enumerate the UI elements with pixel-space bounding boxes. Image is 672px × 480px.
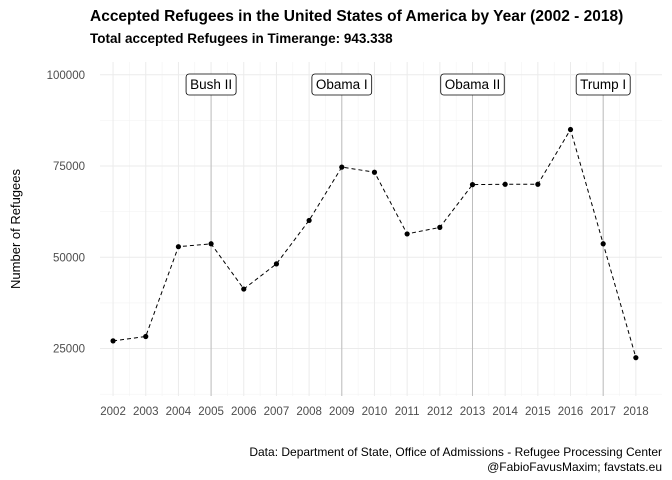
era-label: Bush II [185, 73, 237, 96]
era-label-box [440, 73, 505, 96]
x-tick-label: 2002 [100, 406, 126, 418]
data-point [404, 231, 410, 237]
data-point [371, 169, 378, 175]
x-tick-label: 2015 [525, 406, 551, 418]
era-label-text: Obama I [316, 77, 368, 92]
data-point [633, 355, 639, 361]
data-point [535, 181, 541, 187]
x-axis-ticks: 2002 2003 2004 2005 2006 2007 2008 2009 2010 2011… [100, 406, 648, 418]
data-point [273, 261, 280, 267]
era-label-text: Obama II [445, 77, 501, 92]
y-tick-label: 50000 [53, 252, 85, 264]
series-refugees [110, 126, 639, 361]
grid-lines [100, 62, 662, 396]
x-tick-label: 2003 [133, 406, 159, 418]
x-tick-label: 2009 [329, 406, 355, 418]
data-point [241, 286, 247, 292]
x-tick-label: 2013 [460, 406, 486, 418]
era-label-text: Trump I [580, 77, 626, 92]
chart-title: Accepted Refugees in the United States o… [90, 8, 623, 25]
data-point [567, 126, 574, 133]
data-point [208, 241, 214, 247]
x-tick-label: 2012 [427, 406, 453, 418]
era-label: Obama II [440, 73, 505, 96]
data-point [143, 333, 149, 340]
data-point [600, 241, 606, 247]
x-tick-label: 2007 [264, 406, 290, 418]
x-tick-label: 2011 [395, 406, 420, 418]
x-tick-label: 2017 [590, 406, 616, 418]
era-label-box [575, 73, 631, 96]
y-tick-label: 25000 [53, 344, 85, 356]
data-point [110, 338, 116, 344]
caption-credit: @FabioFavusMaxim; favstats.eu [487, 460, 662, 474]
data-point [306, 217, 312, 224]
era-label: Trump I [575, 73, 631, 96]
data-point [502, 181, 508, 187]
chart-subtitle: Total accepted Refugees in Timerange: 94… [90, 31, 393, 46]
data-point [437, 224, 443, 230]
era-label-text: Bush II [190, 77, 232, 92]
y-axis-title: Number of Refugees [8, 169, 23, 289]
era-label-box [311, 73, 373, 96]
era-annotations: Bush II Obama I Obama II Trump I [185, 73, 631, 96]
x-tick-label: 2014 [492, 406, 518, 418]
era-label: Obama I [311, 73, 373, 96]
x-tick-label: 2005 [198, 406, 224, 418]
data-point [469, 182, 476, 188]
x-tick-label: 2008 [296, 406, 322, 418]
caption-source: Data: Department of State, Office of Adm… [249, 445, 662, 459]
data-point [339, 164, 345, 170]
y-tick-label: 75000 [53, 161, 85, 173]
x-tick-label: 2016 [558, 406, 584, 418]
era-label-box [185, 73, 237, 96]
x-tick-label: 2006 [231, 406, 257, 418]
data-point [175, 244, 182, 250]
y-tick-label: 100000 [47, 70, 85, 82]
x-tick-label: 2010 [362, 406, 388, 418]
era-lines [210, 74, 604, 396]
x-tick-label: 2018 [623, 406, 649, 418]
y-axis-ticks: 25000 50000 75000 100000 [47, 70, 85, 356]
x-tick-label: 2004 [166, 406, 192, 418]
